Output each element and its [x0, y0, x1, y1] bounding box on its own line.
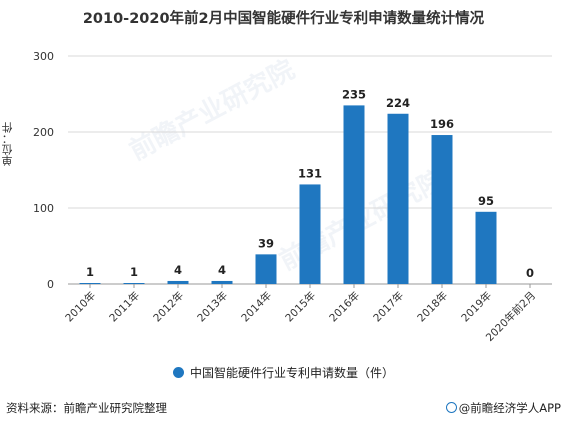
bar: [79, 283, 101, 284]
x-tick-label: 2010年: [63, 289, 99, 325]
x-tick-label: 2014年: [239, 289, 275, 325]
data-label: 95: [478, 194, 494, 208]
y-tick-label: 300: [33, 50, 54, 63]
x-tick-label: 2015年: [283, 289, 319, 325]
data-label: 131: [298, 166, 322, 180]
brand-logo-icon: [445, 402, 457, 413]
data-label: 224: [386, 96, 410, 110]
brand-credit: @前瞻经济学人APP: [445, 400, 561, 416]
data-label: 4: [174, 263, 182, 277]
bar: [387, 113, 409, 284]
legend-label: 中国智能硬件行业专利申请数量（件）: [189, 366, 394, 380]
data-label: 0: [526, 266, 534, 280]
bar: [343, 105, 365, 285]
legend: 中国智能硬件行业专利申请数量（件）: [0, 364, 567, 381]
y-tick-label: 200: [33, 126, 54, 139]
data-label: 39: [258, 236, 274, 250]
data-label: 1: [130, 265, 138, 279]
x-tick-label: 2018年: [415, 289, 451, 325]
x-tick-label: 2011年: [107, 289, 143, 325]
x-tick-label: 2013年: [195, 289, 231, 325]
data-label: 1: [86, 265, 94, 279]
data-label: 235: [342, 87, 366, 101]
bar-chart: 0 100 200 300 1 2010年 1 2011年 4 2012年 4 2013年 39 2014…: [33, 50, 552, 344]
x-tick-label: 2012年: [151, 289, 187, 325]
y-tick-label: 100: [33, 202, 54, 215]
bar: [431, 135, 453, 284]
y-tick-label: 0: [47, 278, 54, 291]
bar: [475, 211, 497, 284]
bar: [123, 283, 145, 284]
bar: [299, 184, 321, 284]
brand-label: @前瞻经济学人APP: [458, 401, 561, 415]
x-tick-label: 2016年: [327, 289, 363, 325]
x-tick-label: 2017年: [371, 289, 407, 325]
legend-swatch: [172, 367, 184, 378]
bar: [167, 280, 189, 284]
x-tick-label: 2019年: [459, 289, 495, 325]
data-label: 4: [218, 263, 226, 277]
bar: [211, 280, 233, 284]
chart-title: 2010-2020年前2月中国智能硬件行业专利申请数量统计情况: [82, 11, 485, 27]
source-note: 资料来源：前瞻产业研究院整理: [6, 401, 167, 415]
bar: [255, 254, 277, 284]
data-label: 196: [430, 117, 454, 131]
